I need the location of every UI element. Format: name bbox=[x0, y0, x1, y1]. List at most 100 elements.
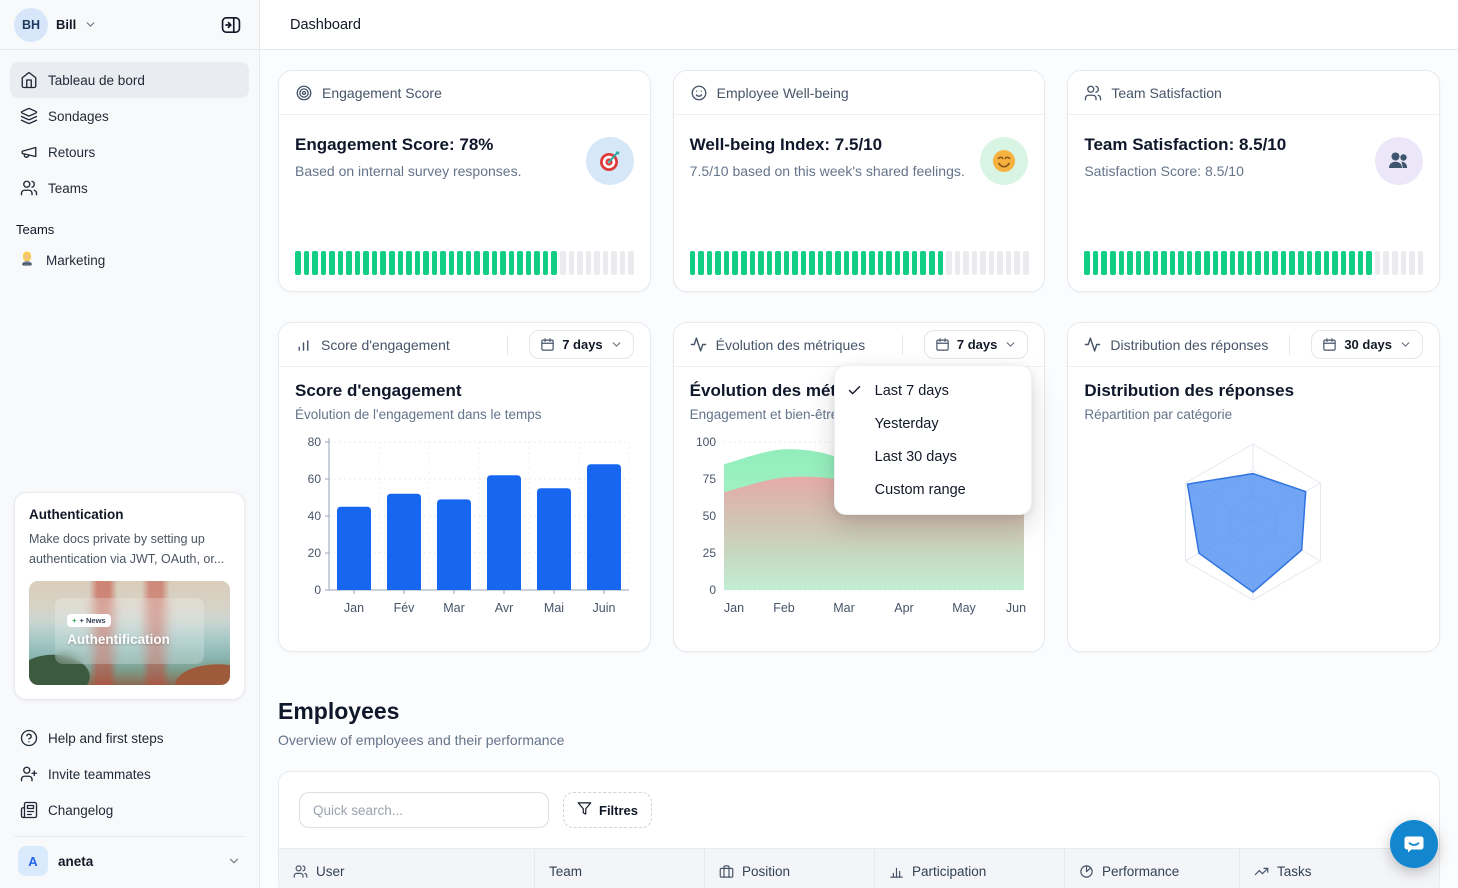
column-label: Performance bbox=[1102, 864, 1180, 879]
date-range-label: 7 days bbox=[562, 337, 603, 352]
card-response-distribution: Distribution des réponses 30 days Distri… bbox=[1067, 322, 1441, 652]
card-header-label: Score d'engagement bbox=[321, 336, 450, 353]
employees-subtitle: Overview of employees and their performa… bbox=[278, 732, 565, 748]
news-dot: + bbox=[72, 616, 77, 626]
calendar-icon bbox=[1322, 337, 1337, 352]
promo-card-authentication[interactable]: Authentication Make docs private by sett… bbox=[14, 492, 245, 700]
date-range-label: 7 days bbox=[956, 337, 998, 352]
column-label: Tasks bbox=[1277, 864, 1312, 879]
date-range-button[interactable]: 30 days bbox=[1311, 330, 1424, 359]
search-input[interactable] bbox=[299, 792, 549, 828]
menu-item-label: Yesterday bbox=[874, 415, 939, 432]
sidebar-item-label: Invite teammates bbox=[48, 766, 151, 782]
stat-subtext: Based on internal survey responses. bbox=[295, 163, 522, 179]
wellbeing-progress-bar bbox=[689, 251, 1029, 275]
sidebar-header: BH Bill bbox=[0, 0, 259, 50]
svg-text:Mar: Mar bbox=[833, 601, 855, 615]
promo-image[interactable]: + + News Authentification bbox=[29, 581, 230, 685]
sidebar-item-feedback[interactable]: Retours bbox=[10, 134, 249, 170]
check-icon bbox=[835, 383, 875, 398]
help-circle-icon bbox=[20, 729, 38, 747]
user-plus-icon bbox=[20, 765, 38, 783]
filters-button[interactable]: Filtres bbox=[563, 792, 653, 828]
chevron-down-icon bbox=[610, 338, 623, 351]
sidebar-item-label: Changelog bbox=[48, 802, 114, 818]
sidebar-nav: Tableau de bord Sondages Retours Teams bbox=[0, 50, 259, 206]
user-name[interactable]: Bill bbox=[56, 17, 77, 32]
technologist-emoji bbox=[18, 250, 36, 271]
column-header-participation[interactable]: Participation bbox=[875, 849, 1065, 888]
menu-item-last-30-days[interactable]: Last 30 days bbox=[835, 440, 1031, 473]
chevron-down-icon[interactable] bbox=[84, 18, 97, 31]
workspace-avatar: A bbox=[18, 846, 48, 876]
promo-title: Authentication bbox=[29, 507, 124, 523]
sidebar-item-dashboard[interactable]: Tableau de bord bbox=[10, 62, 249, 98]
trending-up-icon bbox=[1254, 864, 1269, 879]
distribution-radar-chart bbox=[1185, 443, 1322, 601]
date-range-button[interactable]: 7 days bbox=[529, 330, 634, 359]
engagement-bar-chart: 0 20 40 60 80 Jan Fév Mar Avr Mai Juin bbox=[308, 435, 630, 615]
svg-text:100: 100 bbox=[696, 435, 716, 449]
employees-table-header: User Team Position Participation bbox=[279, 848, 1439, 888]
target-icon bbox=[295, 84, 313, 102]
column-header-team[interactable]: Team bbox=[535, 849, 705, 888]
sidebar-item-surveys[interactable]: Sondages bbox=[10, 98, 249, 134]
collapse-sidebar-icon[interactable] bbox=[217, 11, 245, 39]
intercom-launcher[interactable] bbox=[1390, 820, 1438, 868]
menu-item-yesterday[interactable]: Yesterday bbox=[835, 407, 1031, 440]
card-engagement-chart: Score d'engagement 7 days Score d'engage… bbox=[278, 322, 651, 652]
column-header-tasks[interactable]: Tasks bbox=[1240, 849, 1439, 888]
user-avatar[interactable]: BH bbox=[14, 7, 48, 42]
chart-title: Score d'engagement bbox=[295, 381, 462, 400]
card-header-label: Distribution des réponses bbox=[1110, 336, 1269, 353]
card-body: Engagement Score: 78% Based on internal … bbox=[279, 115, 650, 251]
menu-item-custom-range[interactable]: Custom range bbox=[835, 473, 1031, 506]
sidebar-item-label: Sondages bbox=[48, 108, 109, 124]
svg-text:Apr: Apr bbox=[894, 601, 913, 615]
svg-text:Mai: Mai bbox=[544, 601, 564, 615]
sidebar-footer: Help and first steps Invite teammates Ch… bbox=[0, 714, 259, 888]
svg-text:20: 20 bbox=[308, 546, 322, 560]
chart-subtitle: Évolution de l'engagement dans le temps bbox=[295, 407, 542, 422]
users-icon bbox=[20, 179, 38, 197]
teams-section-label: Teams bbox=[16, 222, 55, 237]
sidebar-item-label: Retours bbox=[48, 144, 96, 160]
column-header-position[interactable]: Position bbox=[705, 849, 875, 888]
home-icon bbox=[20, 71, 38, 89]
workspace-switcher[interactable]: A aneta bbox=[10, 837, 249, 888]
sidebar-item-help[interactable]: Help and first steps bbox=[10, 720, 249, 756]
card-header-label: Employee Well-being bbox=[716, 84, 849, 101]
sidebar-team-marketing[interactable]: Marketing bbox=[0, 243, 259, 277]
svg-text:25: 25 bbox=[702, 546, 716, 560]
promo-image-title: Authentification bbox=[67, 632, 170, 648]
menu-item-last-7-days[interactable]: Last 7 days bbox=[835, 374, 1031, 407]
svg-text:May: May bbox=[952, 601, 976, 615]
svg-text:80: 80 bbox=[308, 435, 322, 449]
card-body: Distribution des réponses Répartition pa… bbox=[1068, 367, 1439, 651]
card-body: Score d'engagement Évolution de l'engage… bbox=[279, 367, 650, 651]
card-team-satisfaction: Team Satisfaction Team Satisfaction: 8.5… bbox=[1067, 70, 1441, 292]
layers-icon bbox=[20, 107, 38, 125]
divider bbox=[901, 334, 903, 355]
menu-item-label: Last 30 days bbox=[874, 448, 957, 465]
employees-card: Filtres User Team Position bbox=[278, 771, 1440, 888]
promo-description: Make docs private by setting up authenti… bbox=[29, 532, 225, 566]
card-header: Évolution des métriques 7 days bbox=[673, 323, 1045, 367]
svg-text:40: 40 bbox=[308, 509, 322, 523]
column-label: Team bbox=[549, 864, 583, 879]
activity-icon bbox=[1084, 336, 1101, 353]
sidebar-item-teams[interactable]: Teams bbox=[10, 170, 249, 206]
megaphone-icon bbox=[20, 143, 38, 161]
card-body: Well-being Index: 7.5/10 7.5/10 based on… bbox=[674, 115, 1045, 251]
date-range-button[interactable]: 7 days bbox=[923, 330, 1029, 359]
svg-text:Jun: Jun bbox=[1006, 601, 1026, 615]
stat-headline: Well-being Index: 7.5/10 bbox=[689, 135, 883, 154]
column-header-user[interactable]: User bbox=[279, 849, 535, 888]
news-badge: + + News bbox=[67, 614, 111, 628]
column-header-performance[interactable]: Performance bbox=[1065, 849, 1240, 888]
card-header: Team Satisfaction bbox=[1068, 71, 1440, 115]
newspaper-icon bbox=[20, 801, 38, 819]
sidebar-item-invite[interactable]: Invite teammates bbox=[10, 756, 249, 792]
sidebar-item-changelog[interactable]: Changelog bbox=[10, 792, 249, 828]
